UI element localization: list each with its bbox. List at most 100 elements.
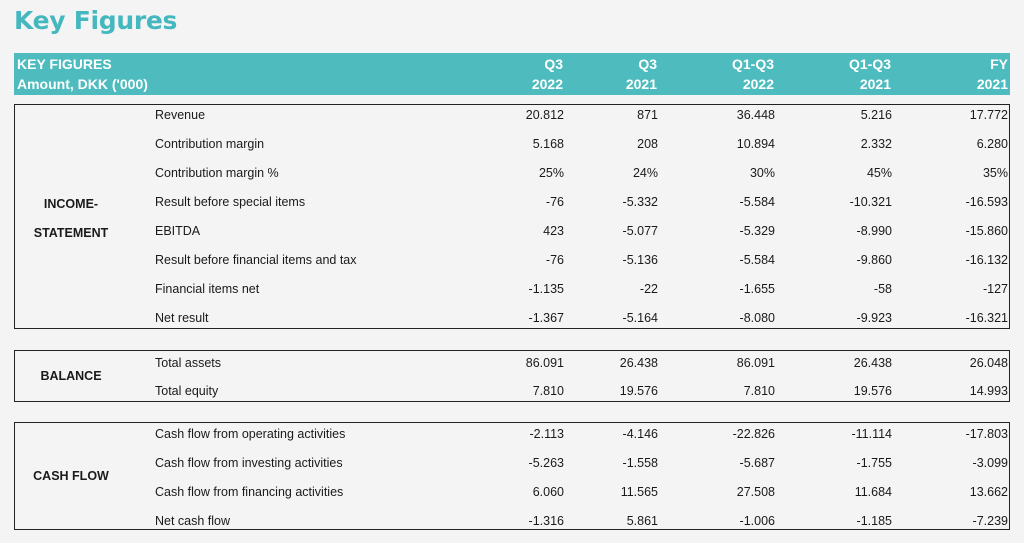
cell-value: -5.687	[739, 456, 775, 470]
income-statement-section: INCOME- STATEMENT Revenue 20.812 871 36.…	[14, 104, 1010, 329]
balance-section: BALANCE Total assets 86.091 26.438 86.09…	[14, 350, 1010, 402]
cell-value: -1.367	[528, 311, 564, 325]
table-row: Total equity 7.810 19.576 7.810 19.576 1…	[15, 384, 1009, 413]
cell-value: -16.321	[965, 311, 1008, 325]
table-row: Cash flow from financing activities 6.06…	[15, 485, 1009, 514]
cell-value: -127	[982, 282, 1008, 296]
cell-value: 208	[637, 137, 658, 151]
cell-value: 19.576	[619, 384, 658, 398]
table-row: Revenue 20.812 871 36.448 5.216 17.772	[15, 108, 1009, 137]
cell-value: 6.280	[976, 137, 1008, 151]
cell-value: -5.332	[622, 195, 658, 209]
col-header-q3-2022-period: Q3	[544, 56, 563, 72]
row-label: Contribution margin	[155, 137, 265, 151]
cell-value: 26.438	[853, 356, 892, 370]
cell-value: 13.662	[969, 485, 1008, 499]
cell-value: -58	[873, 282, 892, 296]
row-label: Contribution margin %	[155, 166, 279, 180]
row-label: Result before special items	[155, 195, 306, 209]
cell-value: -5.584	[739, 253, 775, 267]
cell-value: 26.048	[969, 356, 1008, 370]
row-label: Revenue	[155, 108, 206, 122]
row-label: Total equity	[155, 384, 219, 398]
cell-value: 19.576	[853, 384, 892, 398]
table-row: Net cash flow -1.316 5.861 -1.006 -1.185…	[15, 514, 1009, 543]
cell-value: -76	[545, 195, 564, 209]
cash-flow-section: CASH FLOW Cash flow from operating activ…	[14, 422, 1010, 530]
row-label: Cash flow from investing activities	[155, 456, 343, 470]
col-header-fy-2021-year: 2021	[976, 76, 1008, 92]
cell-value: 17.772	[969, 108, 1008, 122]
cell-value: -3.099	[972, 456, 1008, 470]
cell-value: -22.826	[732, 427, 775, 441]
cell-value: 871	[637, 108, 658, 122]
table-row: Financial items net -1.135 -22 -1.655 -5…	[15, 282, 1009, 311]
cell-value: -1.558	[622, 456, 658, 470]
cell-value: 11.565	[620, 485, 658, 499]
table-header: KEY FIGURES Amount, DKK ('000) Q3 2022 Q…	[14, 53, 1010, 95]
row-label: Cash flow from financing activities	[155, 485, 344, 499]
cell-value: -22	[639, 282, 658, 296]
table-row: Cash flow from operating activities -2.1…	[15, 427, 1009, 456]
cell-value: -1.655	[739, 282, 775, 296]
header-title: KEY FIGURES	[17, 56, 112, 72]
cell-value: 24%	[632, 166, 658, 180]
col-header-q3-2022-year: 2022	[531, 76, 563, 92]
cell-value: 36.448	[736, 108, 775, 122]
cell-value: -9.923	[856, 311, 892, 325]
cell-value: -9.860	[856, 253, 892, 267]
table-row: Net result -1.367 -5.164 -8.080 -9.923 -…	[15, 311, 1009, 340]
cell-value: -16.132	[965, 253, 1008, 267]
cell-value: 423	[543, 224, 564, 238]
table-row: EBITDA 423 -5.077 -5.329 -8.990 -15.860	[15, 224, 1009, 253]
table-row: Cash flow from investing activities -5.2…	[15, 456, 1009, 485]
row-label: Financial items net	[155, 282, 260, 296]
table-row: Result before special items -76 -5.332 -…	[15, 195, 1009, 224]
cell-value: -5.329	[739, 224, 775, 238]
cell-value: 20.812	[525, 108, 564, 122]
cell-value: -5.136	[622, 253, 658, 267]
cell-value: -8.990	[856, 224, 892, 238]
cell-value: 10.894	[736, 137, 775, 151]
cell-value: -2.113	[529, 427, 564, 441]
cell-value: 30%	[749, 166, 775, 180]
cell-value: -10.321	[849, 195, 892, 209]
cell-value: -7.239	[972, 514, 1008, 528]
cell-value: -16.593	[965, 195, 1008, 209]
cell-value: 5.861	[626, 514, 658, 528]
table-row: Total assets 86.091 26.438 86.091 26.438…	[15, 356, 1009, 385]
col-header-q1q3-2021-year: 2021	[859, 76, 891, 92]
cell-value: 86.091	[736, 356, 775, 370]
cell-value: 7.810	[743, 384, 775, 398]
col-header-q3-2021-year: 2021	[625, 76, 657, 92]
col-header-q1q3-2021-period: Q1-Q3	[848, 56, 891, 72]
cell-value: -1.006	[739, 514, 775, 528]
row-label: Total assets	[155, 356, 222, 370]
col-header-q1q3-2022-year: 2022	[742, 76, 774, 92]
row-label: Net cash flow	[155, 514, 231, 528]
row-label: Net result	[155, 311, 209, 325]
cell-value: -1.135	[528, 282, 564, 296]
cell-value: 11.684	[854, 485, 892, 499]
cell-value: 7.810	[532, 384, 564, 398]
table-row: Contribution margin 5.168 208 10.894 2.3…	[15, 137, 1009, 166]
col-header-q1q3-2022-period: Q1-Q3	[731, 56, 774, 72]
row-label: Result before financial items and tax	[155, 253, 357, 267]
cell-value: 2.332	[860, 137, 892, 151]
cell-value: -4.146	[622, 427, 658, 441]
table-row: Contribution margin % 25% 24% 30% 45% 35…	[15, 166, 1009, 195]
row-label: EBITDA	[155, 224, 201, 238]
col-header-fy-2021-period: FY	[990, 56, 1008, 72]
cell-value: 27.508	[736, 485, 775, 499]
cell-value: -8.080	[739, 311, 775, 325]
cell-value: 86.091	[525, 356, 564, 370]
cell-value: -5.077	[622, 224, 658, 238]
section-label-balance: BALANCE	[40, 369, 102, 383]
cell-value: 14.993	[969, 384, 1008, 398]
cell-value: 25%	[538, 166, 564, 180]
table-row: Result before financial items and tax -7…	[15, 253, 1009, 282]
cell-value: -1.755	[856, 456, 892, 470]
cell-value: 5.216	[860, 108, 892, 122]
cell-value: -5.263	[528, 456, 564, 470]
cell-value: -5.164	[622, 311, 658, 325]
